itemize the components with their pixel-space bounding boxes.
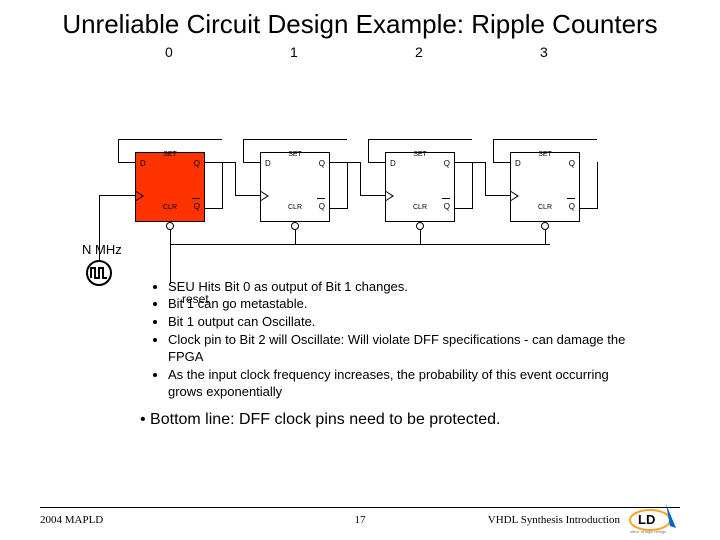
dff2-clr-bubble: [416, 222, 424, 230]
svg-text:LD: LD: [638, 512, 655, 527]
qbar-overline: [567, 198, 575, 199]
wire: [360, 162, 361, 195]
bit-label-2: 2: [415, 44, 423, 60]
pin-q: Q: [194, 159, 200, 168]
wire: [235, 162, 236, 195]
wire: [485, 195, 510, 196]
clock-source-icon: [86, 260, 112, 286]
bit-label-3: 3: [540, 44, 548, 60]
pin-clr: CLR: [288, 204, 302, 211]
pin-qbar: [569, 202, 575, 211]
pin-d: D: [515, 159, 521, 168]
wire-clk: [99, 195, 135, 196]
wire: [597, 162, 598, 208]
clk-triangle-fill: [511, 192, 517, 200]
qbar-overline: [317, 198, 325, 199]
dff0-clr-bubble: [166, 222, 174, 230]
bullet-item: Bit 1 output can Oscillate.: [168, 313, 630, 331]
pin-set: SET: [413, 151, 427, 158]
wire: [243, 139, 347, 140]
wire: [330, 208, 348, 209]
wire: [118, 139, 119, 162]
bit-label-1: 1: [290, 44, 298, 60]
wire: [493, 162, 510, 163]
dff-0: D Q SET CLR: [135, 152, 205, 222]
footer-right: VHDL Synthesis Introduction: [488, 514, 620, 526]
pin-q: Q: [319, 159, 325, 168]
wire: [330, 162, 360, 163]
wire: [455, 162, 485, 163]
clock-freq-label: N MHz: [82, 242, 122, 257]
dff3-clr-bubble: [541, 222, 549, 230]
dff-1: D Q SET CLR: [260, 152, 330, 222]
qbar-overline: [442, 198, 450, 199]
wire: [205, 162, 235, 163]
wire: [205, 208, 223, 209]
wire-reset: [170, 244, 171, 284]
clk-triangle-fill: [261, 192, 267, 200]
footer-divider: [40, 507, 680, 508]
pin-d: D: [265, 159, 271, 168]
wire: [493, 139, 494, 162]
bullet-item: As the input clock frequency increases, …: [168, 366, 630, 401]
pin-d: D: [390, 159, 396, 168]
pin-clr: CLR: [413, 204, 427, 211]
wire-reset: [420, 230, 421, 244]
wire: [243, 162, 260, 163]
pin-set: SET: [288, 151, 302, 158]
wire: [472, 162, 473, 208]
wire: [347, 162, 348, 208]
dff1-clr-bubble: [291, 222, 299, 230]
pin-qbar: [319, 202, 325, 211]
wire: [493, 139, 597, 140]
clk-triangle-fill: [386, 192, 392, 200]
wire: [118, 162, 135, 163]
bottom-line-text: Bottom line: DFF clock pins need to be p…: [140, 411, 500, 428]
wire: [455, 208, 473, 209]
pin-clr: CLR: [538, 204, 552, 211]
dff-3: D Q SET CLR: [510, 152, 580, 222]
wire: [485, 162, 486, 195]
old-logo-icon: LD office of logic design: [628, 500, 686, 534]
wire-reset: [545, 230, 546, 244]
wire-reset: [170, 244, 550, 245]
wire: [368, 139, 472, 140]
circuit-diagram: 0 1 2 3 D Q SET CLR D Q SET CLR D Q SET …: [0, 44, 720, 274]
wire: [243, 139, 244, 162]
pin-clr: CLR: [163, 204, 177, 211]
wire: [118, 139, 222, 140]
pin-qbar: [194, 202, 200, 211]
wire-reset: [295, 230, 296, 244]
pin-d: D: [140, 159, 146, 168]
pin-q: Q: [569, 159, 575, 168]
wire: [360, 195, 385, 196]
slide-title: Unreliable Circuit Design Example: Rippl…: [0, 0, 720, 44]
wire: [368, 162, 385, 163]
wire-reset: [170, 230, 171, 244]
bullet-item: Clock pin to Bit 2 will Oscillate: Will …: [168, 331, 630, 366]
bottom-line: Bottom line: DFF clock pins need to be p…: [0, 401, 720, 429]
dff-2: D Q SET CLR: [385, 152, 455, 222]
wire: [580, 208, 598, 209]
reset-label: reset: [182, 292, 209, 306]
wire: [368, 139, 369, 162]
footer-left: 2004 MAPLD: [40, 514, 103, 526]
wire: [222, 162, 223, 208]
wire: [235, 195, 260, 196]
pin-q: Q: [444, 159, 450, 168]
bullet-list: SEU Hits Bit 0 as output of Bit 1 change…: [0, 274, 720, 401]
pin-set: SET: [163, 151, 177, 158]
pin-qbar: [444, 202, 450, 211]
bit-label-0: 0: [165, 44, 173, 60]
bullet-item: Bit 1 can go metastable.: [168, 295, 630, 313]
pin-set: SET: [538, 151, 552, 158]
svg-text:office of logic design: office of logic design: [630, 529, 666, 534]
clk-triangle-fill: [136, 192, 142, 200]
bullet-item: SEU Hits Bit 0 as output of Bit 1 change…: [168, 278, 630, 296]
footer-page-number: 17: [355, 514, 366, 526]
qbar-overline: [192, 198, 200, 199]
